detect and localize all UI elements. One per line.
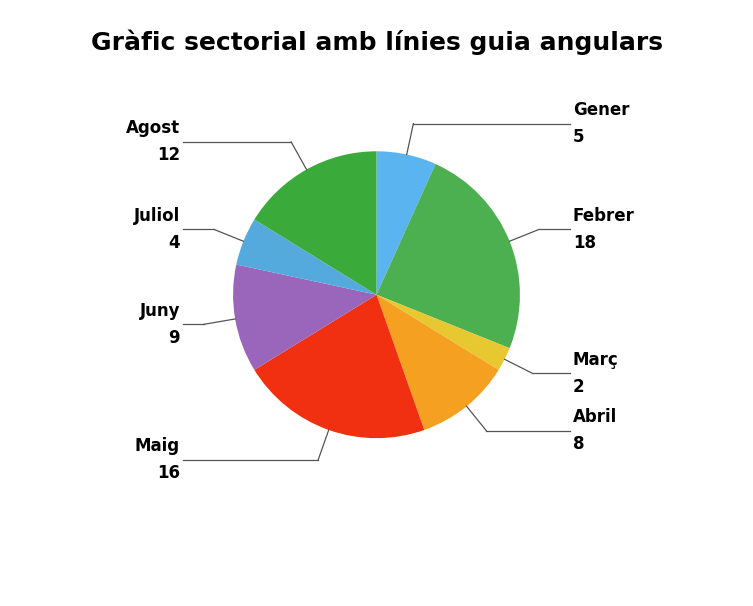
- Text: Maig: Maig: [135, 437, 180, 455]
- Text: 18: 18: [573, 234, 596, 252]
- Text: Febrer: Febrer: [573, 207, 635, 225]
- Wedge shape: [376, 295, 498, 430]
- Title: Gràfic sectorial amb línies guia angulars: Gràfic sectorial amb línies guia angular…: [90, 29, 663, 55]
- Text: Abril: Abril: [573, 408, 617, 427]
- Text: Agost: Agost: [126, 119, 180, 138]
- Text: Juny: Juny: [139, 302, 180, 320]
- Wedge shape: [376, 152, 435, 295]
- Text: 2: 2: [573, 378, 584, 396]
- Text: 12: 12: [157, 147, 180, 164]
- Text: 9: 9: [169, 329, 180, 347]
- Text: 16: 16: [157, 464, 180, 482]
- Text: Gener: Gener: [573, 101, 630, 119]
- Wedge shape: [376, 295, 510, 370]
- Text: Març: Març: [573, 351, 619, 369]
- Wedge shape: [376, 164, 520, 348]
- Wedge shape: [255, 295, 424, 438]
- Wedge shape: [233, 264, 376, 370]
- Text: 5: 5: [573, 128, 584, 146]
- Wedge shape: [255, 152, 376, 295]
- Text: 8: 8: [573, 435, 584, 453]
- Text: 4: 4: [169, 234, 180, 252]
- Wedge shape: [236, 219, 376, 295]
- Text: Juliol: Juliol: [134, 207, 180, 225]
